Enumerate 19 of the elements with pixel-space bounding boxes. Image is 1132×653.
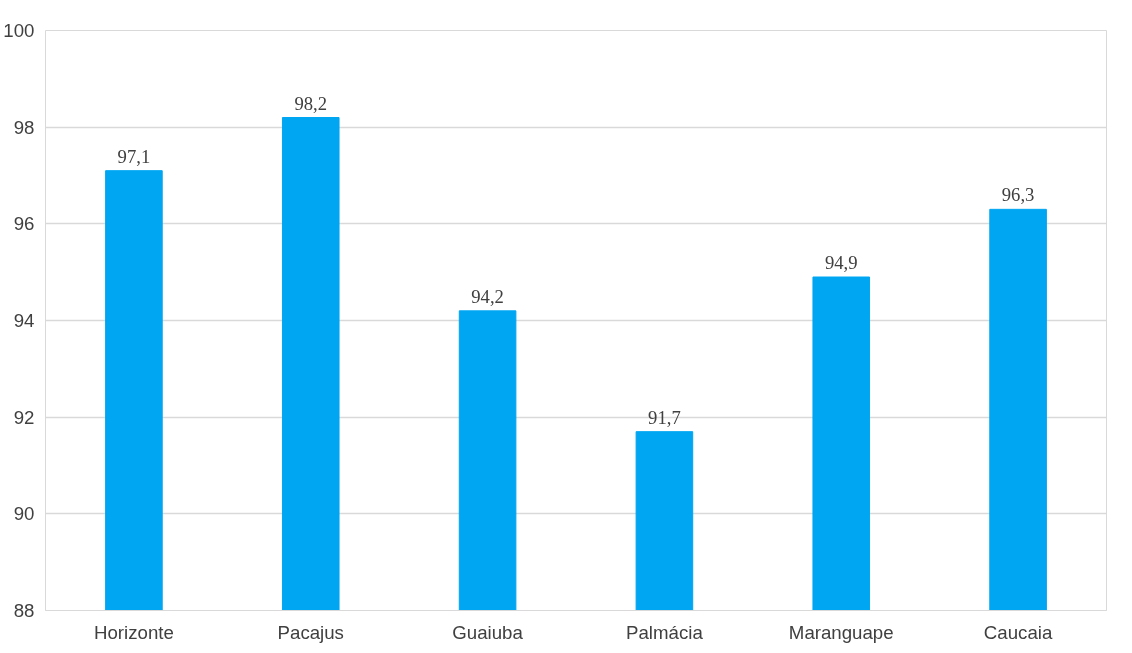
data-label: 98,2 xyxy=(294,92,328,114)
y-tick-label: 100 xyxy=(3,20,35,41)
x-tick-label: Maranguape xyxy=(788,621,894,643)
y-tick-label: 90 xyxy=(13,503,35,525)
data-label: 97,1 xyxy=(117,145,151,167)
data-label: 94,2 xyxy=(471,285,504,307)
x-tick-label: Palmácia xyxy=(626,621,704,643)
data-label: 91,7 xyxy=(648,406,681,428)
y-tick-label: 92 xyxy=(13,406,35,428)
data-label: 94,9 xyxy=(824,252,858,273)
data-label: 96,3 xyxy=(1001,184,1035,206)
y-tick-label: 96 xyxy=(13,213,35,235)
y-tick-label: 94 xyxy=(13,310,35,331)
y-tick-label: 88 xyxy=(13,600,35,621)
x-tick-label: Guaiuba xyxy=(452,621,524,643)
x-tick-label: Horizonte xyxy=(93,621,174,643)
x-tick-label: Pacajus xyxy=(277,621,344,643)
y-tick-label: 98 xyxy=(13,116,35,138)
x-tick-label: Caucaia xyxy=(983,621,1053,643)
